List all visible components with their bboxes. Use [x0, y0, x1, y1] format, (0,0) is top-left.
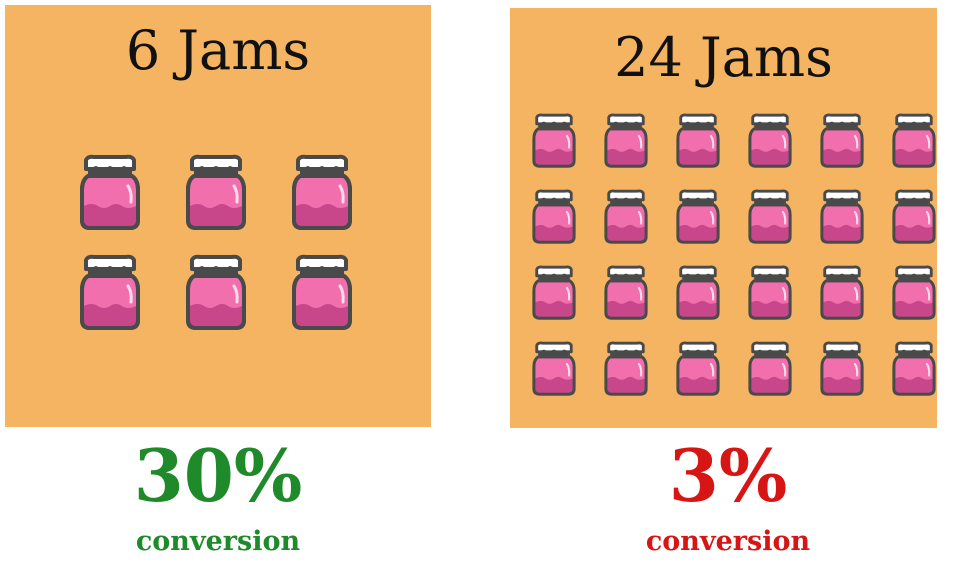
jam-jar-icon	[676, 265, 720, 320]
twenty-four-jams-panel: 24 Jams	[510, 8, 937, 428]
jam-jar-icon	[80, 154, 140, 230]
jam-jar-icon	[748, 341, 792, 396]
jam-jar-icon	[820, 265, 864, 320]
jam-jar-icon	[820, 189, 864, 244]
jam-jar-icon	[604, 189, 648, 244]
jam-jar-icon	[676, 341, 720, 396]
conversion-label: conversion	[645, 526, 811, 557]
jam-jar-icon	[186, 154, 246, 230]
panel-title: 6 Jams	[125, 19, 311, 82]
jam-jar-icon	[748, 265, 792, 320]
jam-jar-icon	[532, 113, 576, 168]
jam-jar-icon	[892, 341, 936, 396]
jam-jar-icon	[892, 189, 936, 244]
jam-jar-icon	[292, 154, 352, 230]
jam-jar-icon	[748, 189, 792, 244]
jam-jar-icon	[604, 265, 648, 320]
conversion-rate-value: 3%	[668, 433, 788, 518]
jam-jar-icon	[532, 189, 576, 244]
jam-jar-icon	[292, 254, 352, 330]
jam-jar-icon	[604, 113, 648, 168]
jam-jar-icon	[892, 265, 936, 320]
jam-jar-icon	[820, 341, 864, 396]
panel-title: 24 Jams	[614, 26, 833, 89]
jam-jar-icon	[532, 341, 576, 396]
jam-jar-icon	[892, 113, 936, 168]
jam-jar-icon	[676, 113, 720, 168]
conversion-rate-value: 30%	[133, 433, 303, 518]
jam-jar-icon	[820, 113, 864, 168]
jam-jar-icon	[532, 265, 576, 320]
conversion-label: conversion	[135, 526, 301, 557]
jam-jar-icon	[186, 254, 246, 330]
jam-jar-icon	[748, 113, 792, 168]
six-jams-panel: 6 Jams	[5, 5, 431, 427]
jam-jar-icon	[676, 189, 720, 244]
jam-jar-icon	[604, 341, 648, 396]
jam-jar-icon	[80, 254, 140, 330]
